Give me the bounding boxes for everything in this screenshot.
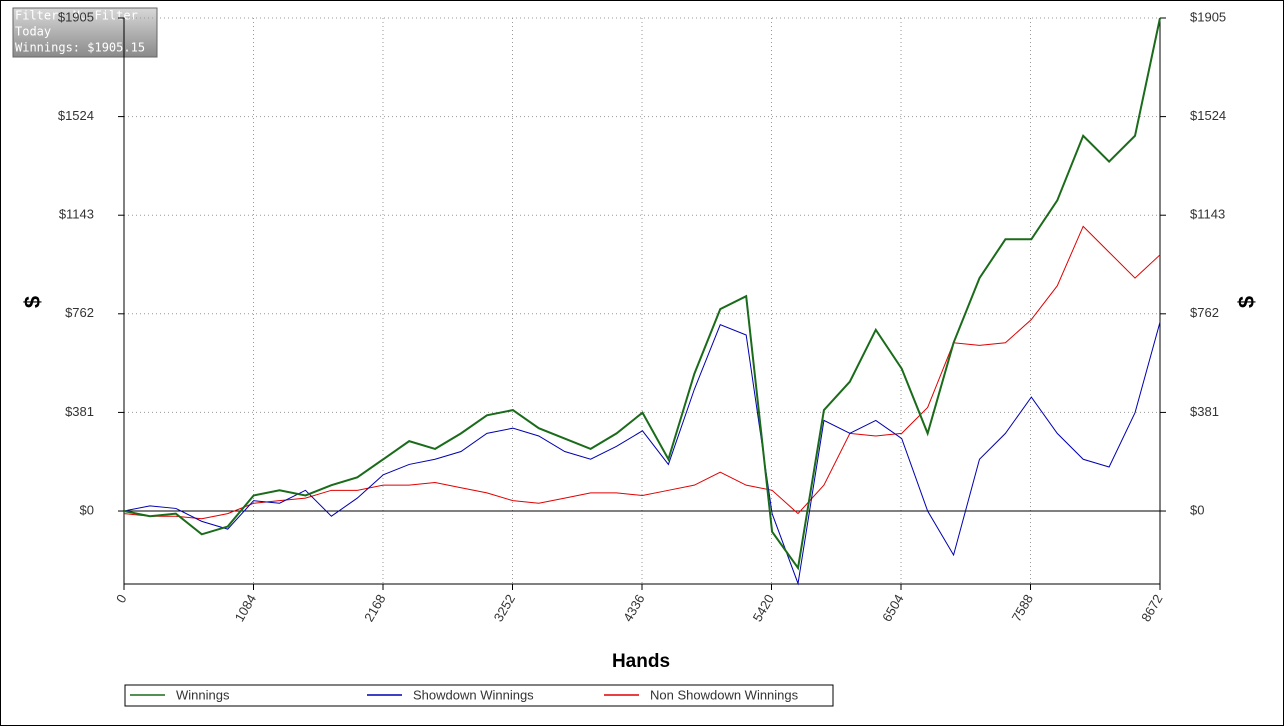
- y2-tick-label: $381: [1190, 404, 1219, 419]
- series-line: [123, 17, 1161, 571]
- y2-tick-label: $1524: [1190, 108, 1226, 123]
- y-axis-label: $: [20, 296, 45, 308]
- legend-label: Non Showdown Winnings: [650, 687, 799, 702]
- legend: [124, 684, 834, 707]
- y2-axis-label: $: [1234, 296, 1259, 308]
- y-tick-label: $762: [65, 305, 94, 320]
- y2-tick-label: $762: [1190, 305, 1219, 320]
- y2-tick-label: $0: [1190, 502, 1204, 517]
- info-box: [12, 7, 158, 58]
- y-tick-label: $1905: [58, 9, 94, 24]
- y-tick-label: $1143: [59, 207, 94, 222]
- legend-label: Showdown Winnings: [413, 687, 534, 702]
- y-tick-label: $0: [80, 502, 94, 517]
- y-tick-label: $381: [65, 404, 94, 419]
- series-line: [123, 225, 1161, 520]
- legend-label: Winnings: [176, 687, 230, 702]
- y2-tick-label: $1905: [1190, 9, 1226, 24]
- y2-tick-label: $1143: [1190, 207, 1225, 222]
- x-axis-label: Hands: [612, 651, 670, 672]
- info-text: Filter: No Filter: [15, 9, 138, 23]
- y-tick-label: $1524: [58, 108, 94, 123]
- info-text: Today: [15, 25, 51, 39]
- info-text: Winnings: $1905.15: [15, 41, 145, 55]
